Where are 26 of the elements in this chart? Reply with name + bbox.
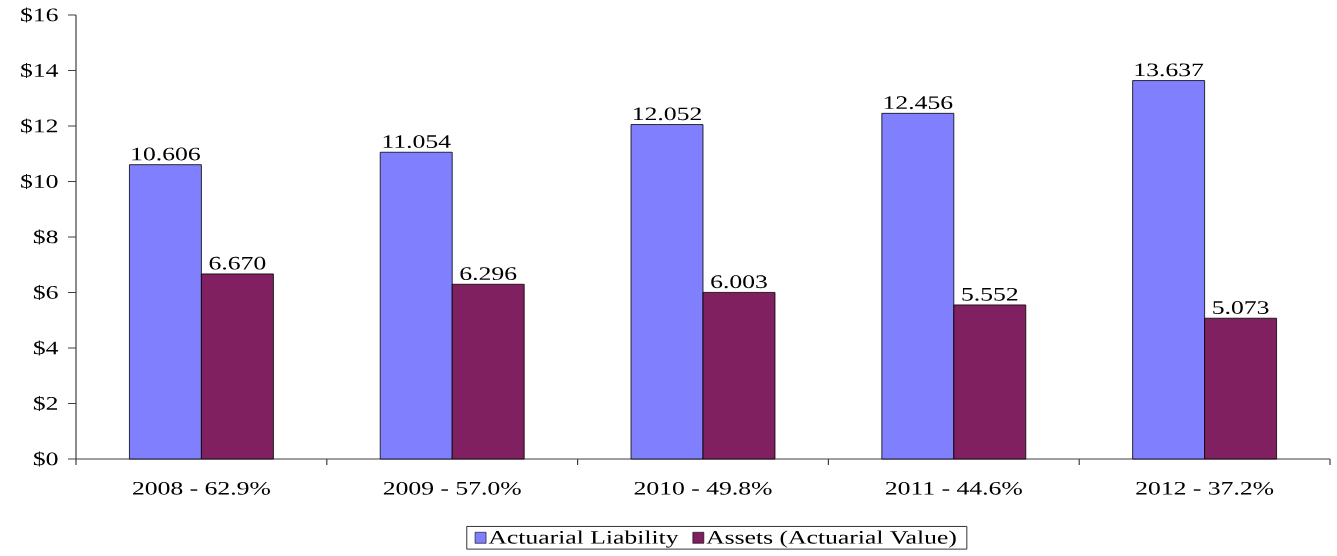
data-label: 13.637	[1135, 63, 1204, 77]
data-label: 12.456	[884, 96, 953, 110]
data-label: 6.003	[711, 275, 767, 289]
x-tick-label: 2010 - 49.8%	[634, 481, 772, 495]
y-tick-label: $8	[33, 229, 58, 245]
data-label: 12.052	[634, 107, 701, 121]
x-tick-label: 2012 - 37.2%	[1136, 481, 1274, 495]
x-tick-label: 2009 - 57.0%	[383, 481, 521, 495]
y-tick-label: $2	[33, 395, 58, 412]
data-label: 6.296	[460, 267, 517, 281]
y-tick-label: $10	[21, 173, 58, 190]
data-label: 11.054	[383, 135, 451, 149]
x-tick-label: 2011 - 44.6%	[885, 481, 1022, 495]
y-tick-label: $4	[33, 340, 59, 356]
data-label: 5.073	[1213, 301, 1269, 315]
y-tick-label: $6	[33, 284, 58, 301]
y-tick-label: $12	[21, 118, 58, 134]
data-label: 10.606	[132, 147, 200, 161]
data-label: 5.552	[962, 287, 1018, 301]
y-tick-label: $0	[33, 451, 58, 467]
x-tick-label: 2008 - 62.9%	[133, 481, 270, 495]
y-tick-label: $14	[21, 62, 59, 79]
data-label: 6.670	[209, 256, 266, 270]
legend-label: Actuarial Liability	[488, 530, 679, 548]
legend-label: Assets (Actuarial Value)	[706, 530, 956, 548]
y-tick-label: $16	[21, 7, 58, 23]
